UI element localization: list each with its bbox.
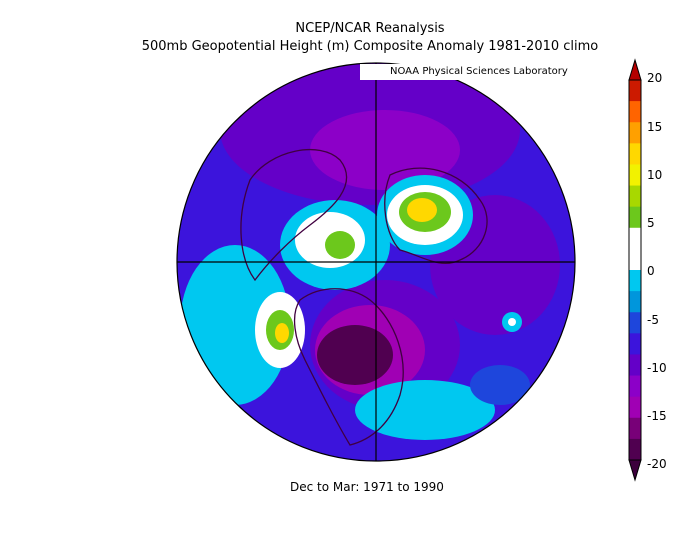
- colorbar-segment: [629, 80, 641, 102]
- colorbar-tick-label: -10: [647, 361, 667, 375]
- colorbar-segment: [629, 164, 641, 187]
- colorbar-tick-label: -5: [647, 313, 659, 327]
- colorbar-segment: [629, 417, 641, 440]
- colorbar-segment: [629, 248, 641, 271]
- colorbar-tick-label: -20: [647, 457, 667, 471]
- title-line-1: NCEP/NCAR Reanalysis: [295, 21, 445, 36]
- colorbar-segment: [629, 270, 641, 292]
- colorbar-segment: [629, 101, 641, 123]
- colorbar-segment: [629, 312, 641, 334]
- colorbar-segment: [629, 396, 641, 419]
- colorbar-tick-label: 10: [647, 168, 663, 182]
- title-line-2: 500mb Geopotential Height (m) Composite …: [141, 39, 599, 54]
- coastline-outline: [240, 148, 348, 282]
- colorbar-segment: [629, 122, 641, 144]
- colorbar-segment: [629, 375, 641, 398]
- colorbar-tick-label: 5: [647, 216, 655, 230]
- colorbar-tick-label: -15: [647, 409, 667, 423]
- pacific-positive-region: [180, 245, 290, 405]
- colorbar-segment: [629, 227, 641, 250]
- period-label: Dec to Mar: 1971 to 1990: [290, 480, 444, 494]
- colorbar-tick-label: 0: [647, 264, 655, 278]
- colorbar-tick-label: 20: [647, 71, 663, 85]
- colorbar-segment: [629, 291, 641, 313]
- colorbar-max-arrow: [628, 58, 642, 81]
- colorbar-segment: [629, 354, 641, 377]
- colorbar-segment: [629, 206, 641, 229]
- colorbar: [628, 58, 642, 482]
- colorbar-segment: [629, 185, 641, 208]
- colorbar-segment: [629, 438, 641, 461]
- colorbar-segment: [629, 333, 641, 355]
- colorbar-tick-label: 15: [647, 120, 663, 134]
- map-border: [176, 62, 576, 462]
- colorbar-min-arrow: [628, 459, 642, 482]
- colorbar-segment: [629, 143, 641, 165]
- credit-label: NOAA Physical Sciences Laboratory: [360, 64, 572, 80]
